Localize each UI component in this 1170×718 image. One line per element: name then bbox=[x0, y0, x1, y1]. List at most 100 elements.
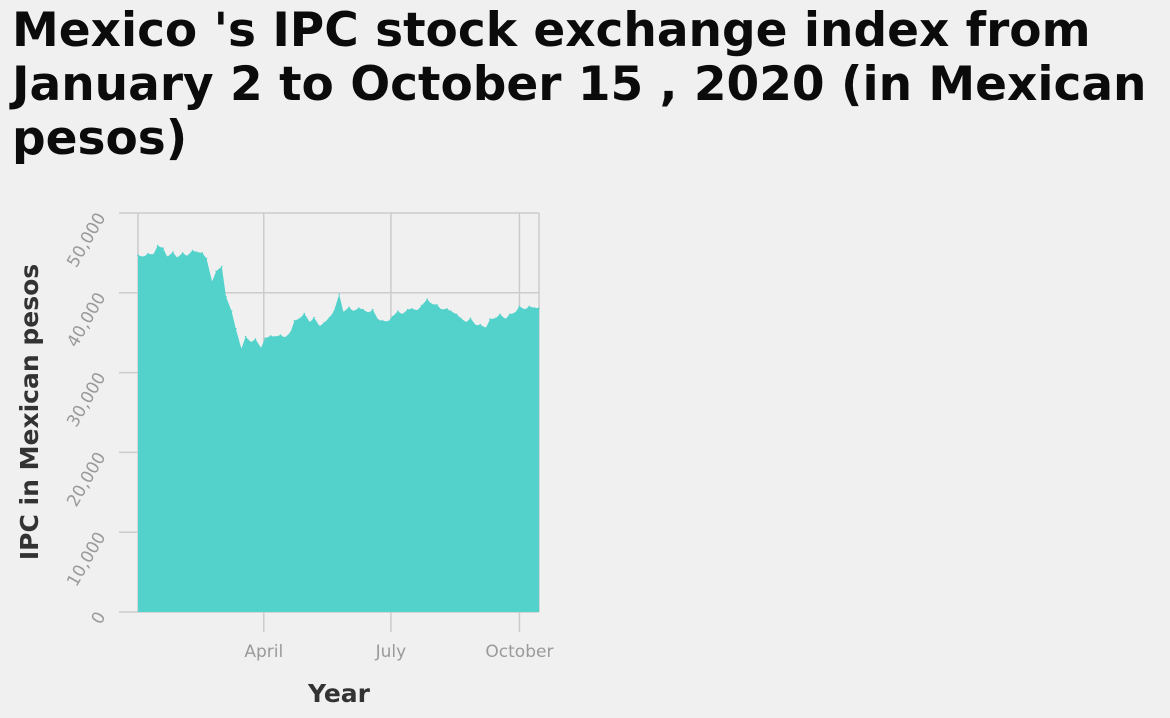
data-point bbox=[289, 331, 292, 334]
data-point bbox=[494, 317, 497, 320]
data-point bbox=[469, 317, 472, 320]
data-point bbox=[283, 336, 286, 339]
data-point bbox=[201, 252, 204, 254]
data-point bbox=[479, 323, 482, 326]
data-point bbox=[391, 315, 394, 318]
data-point bbox=[260, 347, 262, 349]
data-point bbox=[499, 313, 501, 316]
data-point bbox=[416, 309, 419, 312]
data-point bbox=[518, 305, 521, 308]
data-point bbox=[338, 293, 341, 296]
data-point bbox=[342, 311, 345, 313]
y-axis: 0 10,000 20,000 30,000 40,000 50,000 bbox=[63, 210, 138, 628]
data-point bbox=[371, 308, 374, 311]
x-tick-label: July bbox=[375, 642, 407, 662]
data-point bbox=[420, 304, 423, 307]
y-tick-label: 10,000 bbox=[63, 529, 110, 591]
data-point bbox=[152, 253, 155, 256]
data-point bbox=[274, 335, 276, 338]
data-point bbox=[254, 338, 257, 340]
data-point bbox=[475, 324, 477, 327]
data-point bbox=[147, 252, 149, 255]
data-point bbox=[240, 347, 243, 350]
data-point bbox=[172, 251, 174, 253]
y-tick-label: 30,000 bbox=[63, 369, 110, 431]
y-tick-label: 0 bbox=[88, 609, 111, 628]
data-point bbox=[446, 308, 448, 310]
data-point bbox=[244, 335, 247, 338]
data-point bbox=[397, 310, 399, 313]
x-tick-label: April bbox=[244, 642, 283, 662]
data-point bbox=[387, 320, 389, 323]
data-point bbox=[352, 310, 355, 313]
data-point bbox=[328, 316, 331, 319]
y-tick-label: 20,000 bbox=[63, 449, 110, 511]
data-point bbox=[186, 255, 188, 257]
data-point bbox=[313, 316, 315, 319]
data-point bbox=[166, 256, 169, 258]
data-point bbox=[191, 249, 194, 252]
data-point bbox=[381, 319, 384, 322]
x-axis-title: Year bbox=[307, 679, 371, 708]
data-point bbox=[176, 256, 178, 259]
data-point bbox=[401, 313, 403, 316]
data-point bbox=[426, 298, 429, 301]
data-point bbox=[205, 257, 208, 260]
data-point bbox=[367, 312, 370, 314]
data-point bbox=[524, 308, 526, 311]
chart-title: Mexico 's IPC stock exchange index from … bbox=[12, 3, 1147, 166]
data-point bbox=[195, 251, 198, 253]
data-point bbox=[455, 313, 458, 316]
data-point bbox=[279, 334, 282, 336]
data-point bbox=[358, 307, 360, 309]
data-point bbox=[230, 310, 233, 313]
data-point bbox=[514, 312, 516, 314]
data-point bbox=[460, 317, 462, 320]
data-point bbox=[489, 318, 491, 320]
data-point bbox=[293, 319, 296, 322]
data-point bbox=[309, 321, 311, 324]
data-point bbox=[318, 325, 321, 328]
data-point bbox=[485, 327, 487, 329]
data-point bbox=[332, 311, 335, 313]
x-axis: April July October bbox=[244, 612, 553, 662]
data-point bbox=[534, 307, 536, 309]
data-point bbox=[181, 252, 184, 254]
data-point bbox=[436, 304, 438, 306]
data-point bbox=[269, 335, 272, 337]
data-point bbox=[450, 310, 452, 313]
series-area-layer bbox=[137, 244, 540, 612]
y-axis-title: IPC in Mexican pesos bbox=[15, 264, 44, 560]
data-point bbox=[215, 270, 217, 273]
data-point bbox=[299, 317, 301, 320]
y-tick-label: 40,000 bbox=[63, 289, 110, 351]
data-point bbox=[156, 244, 159, 247]
data-point bbox=[411, 308, 413, 310]
data-point bbox=[142, 256, 145, 258]
data-point bbox=[508, 313, 511, 316]
data-point bbox=[162, 247, 164, 249]
data-point bbox=[528, 305, 530, 308]
y-tick-label: 50,000 bbox=[63, 210, 110, 272]
data-point bbox=[211, 280, 213, 283]
data-point bbox=[377, 319, 380, 321]
data-point bbox=[465, 321, 468, 324]
data-point bbox=[430, 303, 433, 305]
x-tick-label: October bbox=[485, 642, 553, 662]
data-point bbox=[225, 296, 227, 298]
data-point bbox=[538, 307, 540, 309]
data-point bbox=[264, 337, 266, 340]
data-point bbox=[362, 308, 364, 311]
data-point bbox=[137, 254, 139, 257]
data-point bbox=[250, 341, 252, 344]
data-point bbox=[504, 318, 507, 320]
data-point bbox=[235, 327, 237, 330]
series-area bbox=[138, 245, 539, 612]
data-point bbox=[440, 308, 443, 311]
data-point bbox=[323, 322, 325, 324]
data-point bbox=[221, 265, 223, 268]
data-point bbox=[303, 312, 306, 315]
data-point bbox=[348, 306, 350, 309]
data-point bbox=[406, 308, 409, 311]
